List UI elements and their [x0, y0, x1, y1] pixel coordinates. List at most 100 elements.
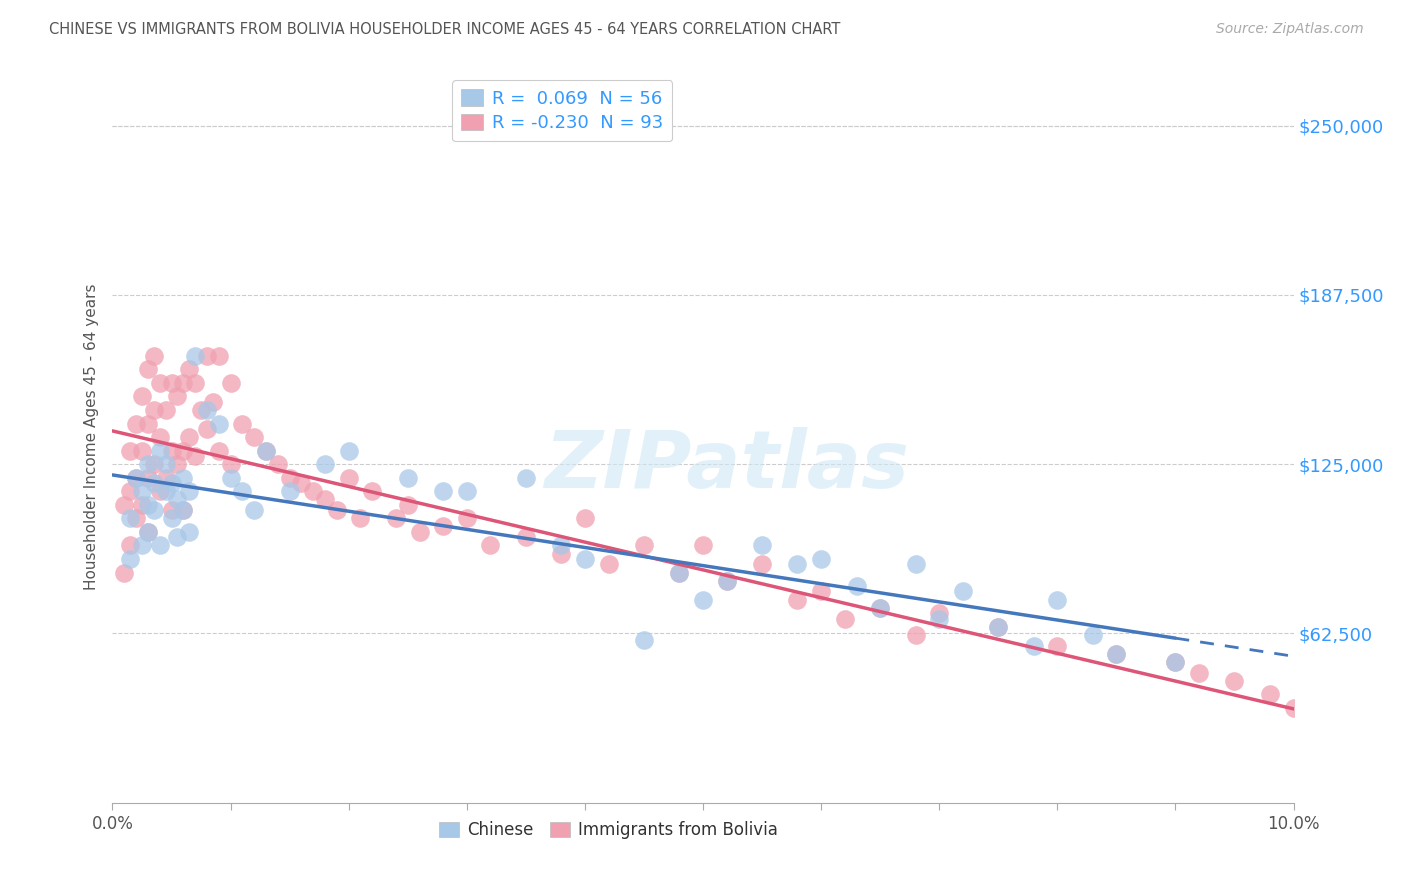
- Point: [166, 530, 188, 544]
- Legend: Chinese, Immigrants from Bolivia: Chinese, Immigrants from Bolivia: [432, 814, 785, 846]
- Point: [131, 484, 153, 499]
- Text: Source: ZipAtlas.com: Source: ZipAtlas.com: [1216, 22, 1364, 37]
- Point: [190, 403, 212, 417]
- Point: [668, 566, 690, 580]
- Point: [408, 524, 430, 539]
- Point: [149, 430, 172, 444]
- Point: [166, 492, 188, 507]
- Point: [160, 376, 183, 390]
- Point: [598, 558, 620, 572]
- Point: [574, 511, 596, 525]
- Point: [179, 484, 201, 499]
- Point: [231, 484, 253, 499]
- Point: [385, 511, 408, 525]
- Point: [149, 443, 172, 458]
- Point: [243, 503, 266, 517]
- Point: [125, 511, 148, 525]
- Point: [131, 498, 153, 512]
- Point: [120, 443, 142, 458]
- Point: [337, 443, 360, 458]
- Point: [1105, 647, 1128, 661]
- Point: [231, 417, 253, 431]
- Point: [716, 574, 738, 588]
- Point: [834, 611, 856, 625]
- Point: [195, 403, 218, 417]
- Point: [160, 443, 183, 458]
- Point: [1164, 655, 1187, 669]
- Point: [125, 417, 148, 431]
- Point: [810, 584, 832, 599]
- Point: [112, 498, 135, 512]
- Point: [633, 633, 655, 648]
- Point: [172, 503, 194, 517]
- Point: [361, 484, 384, 499]
- Point: [810, 552, 832, 566]
- Point: [432, 519, 454, 533]
- Point: [692, 538, 714, 552]
- Point: [869, 600, 891, 615]
- Point: [479, 538, 502, 552]
- Point: [267, 457, 290, 471]
- Point: [112, 566, 135, 580]
- Point: [142, 403, 165, 417]
- Point: [432, 484, 454, 499]
- Point: [120, 552, 142, 566]
- Point: [149, 376, 172, 390]
- Point: [131, 389, 153, 403]
- Text: CHINESE VS IMMIGRANTS FROM BOLIVIA HOUSEHOLDER INCOME AGES 45 - 64 YEARS CORRELA: CHINESE VS IMMIGRANTS FROM BOLIVIA HOUSE…: [49, 22, 841, 37]
- Point: [1022, 639, 1045, 653]
- Point: [692, 592, 714, 607]
- Point: [120, 484, 142, 499]
- Point: [208, 443, 231, 458]
- Point: [179, 524, 201, 539]
- Point: [208, 349, 231, 363]
- Point: [1105, 647, 1128, 661]
- Point: [142, 503, 165, 517]
- Point: [219, 376, 242, 390]
- Point: [136, 471, 159, 485]
- Point: [1081, 628, 1104, 642]
- Point: [184, 449, 207, 463]
- Point: [1046, 592, 1069, 607]
- Point: [179, 430, 201, 444]
- Point: [179, 362, 201, 376]
- Point: [326, 503, 349, 517]
- Point: [136, 457, 159, 471]
- Point: [131, 538, 153, 552]
- Point: [142, 457, 165, 471]
- Point: [254, 443, 277, 458]
- Point: [928, 611, 950, 625]
- Point: [515, 471, 537, 485]
- Y-axis label: Householder Income Ages 45 - 64 years: Householder Income Ages 45 - 64 years: [83, 284, 98, 591]
- Point: [254, 443, 277, 458]
- Point: [172, 443, 194, 458]
- Point: [166, 389, 188, 403]
- Point: [195, 422, 218, 436]
- Point: [952, 584, 974, 599]
- Point: [1164, 655, 1187, 669]
- Point: [550, 538, 572, 552]
- Point: [125, 471, 148, 485]
- Point: [716, 574, 738, 588]
- Point: [515, 530, 537, 544]
- Point: [142, 476, 165, 491]
- Point: [290, 476, 312, 491]
- Point: [337, 471, 360, 485]
- Point: [184, 376, 207, 390]
- Point: [396, 471, 419, 485]
- Point: [136, 524, 159, 539]
- Point: [136, 362, 159, 376]
- Point: [219, 471, 242, 485]
- Point: [751, 558, 773, 572]
- Point: [120, 538, 142, 552]
- Point: [195, 349, 218, 363]
- Point: [136, 498, 159, 512]
- Point: [155, 457, 177, 471]
- Point: [928, 606, 950, 620]
- Point: [904, 558, 927, 572]
- Point: [243, 430, 266, 444]
- Point: [125, 471, 148, 485]
- Point: [550, 547, 572, 561]
- Point: [136, 524, 159, 539]
- Point: [1223, 673, 1246, 688]
